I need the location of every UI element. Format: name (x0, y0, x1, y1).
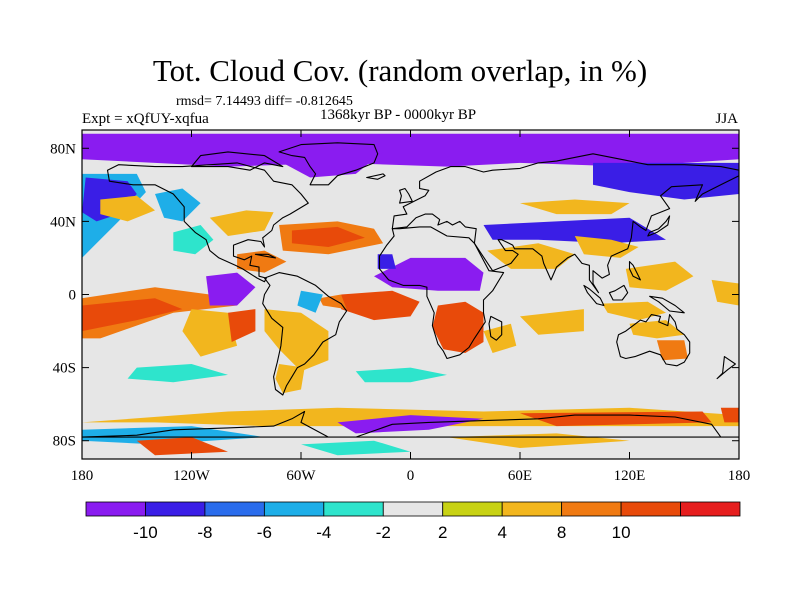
colorbar-swatch (323, 501, 384, 517)
coastline (488, 315, 503, 341)
coastline (399, 187, 413, 204)
field-patch (206, 272, 256, 306)
field-patch (182, 309, 238, 357)
colorbar-label: -4 (316, 523, 331, 542)
map-axes: 80N 40N 0 40S 80S 180 120W 60W 0 60E 120E 180 (50, 130, 750, 484)
field-patch (720, 407, 739, 423)
rmsd-diff-stats: rmsd= 7.14493 diff= -0.812645 (176, 94, 353, 109)
season-label: JJA (715, 111, 738, 127)
field-patch (282, 137, 384, 178)
lon-label: 60E (508, 468, 532, 484)
coastline (647, 215, 671, 237)
colorbar-swatch (561, 501, 622, 517)
field-patch (173, 225, 214, 255)
coastline (391, 153, 739, 294)
field-patch (711, 279, 739, 306)
field-patch (127, 364, 228, 383)
coastline (190, 151, 284, 171)
colorbar-label: -10 (133, 523, 158, 542)
lon-label: 180 (728, 468, 751, 484)
field-patch (319, 294, 347, 310)
lon-label: 60W (286, 468, 316, 484)
coastlines (82, 142, 739, 438)
field-patch (629, 320, 685, 339)
field-patch (100, 195, 155, 222)
field-patch (209, 210, 274, 236)
lat-label: 40S (53, 361, 76, 377)
colorbar-swatch (145, 501, 206, 517)
field-patch (487, 243, 575, 269)
colorbar-swatch (204, 501, 265, 517)
coastline (106, 162, 309, 283)
coastline (82, 410, 739, 438)
coastline (649, 295, 685, 314)
field-patch (291, 226, 365, 247)
colorbar-label: 2 (438, 523, 447, 542)
field-patch (228, 309, 256, 342)
colorbar-swatch (263, 501, 325, 517)
field-patch (301, 440, 411, 456)
field-patch (574, 236, 639, 258)
field-patch (136, 437, 228, 456)
coastline (366, 173, 386, 180)
coastline (608, 284, 629, 301)
coastline (262, 272, 348, 396)
lon-label: 0 (407, 468, 415, 484)
field-patch (341, 290, 420, 321)
field-patch (483, 323, 517, 353)
colorbar-swatch (382, 501, 444, 517)
time-period-label: 1368kyr BP - 0000kyr BP (320, 107, 477, 123)
colorbar-label: 10 (612, 523, 631, 542)
colorbar-swatch (85, 501, 146, 517)
field-patch (355, 367, 447, 383)
colorbar-swatch (442, 501, 503, 517)
lat-label: 80S (53, 434, 76, 450)
field-patch (82, 298, 183, 332)
field-patch (593, 162, 739, 200)
field-patch (432, 301, 484, 353)
field-patch (237, 250, 287, 273)
coastline (716, 356, 736, 380)
lat-label: 80N (50, 141, 76, 157)
field-patch (297, 290, 323, 313)
field-patch (656, 340, 688, 361)
lon-label: 120W (173, 468, 211, 484)
colorbar-swatch (680, 501, 741, 517)
field-patch (520, 411, 712, 427)
coastline (583, 284, 605, 307)
field-patch (82, 133, 739, 167)
field-patch (374, 257, 484, 291)
colorbar-swatch (501, 501, 563, 517)
field-patch (82, 426, 265, 445)
difference-field (82, 133, 739, 456)
field-patch (155, 188, 201, 222)
lat-label: 0 (69, 288, 77, 304)
field-patch (625, 261, 694, 291)
map-title: Tot. Cloud Cov. (random overlap, in %) (152, 53, 648, 88)
colorbar-label: 8 (557, 523, 566, 542)
lon-label: 120E (614, 468, 646, 484)
coastline (278, 142, 379, 186)
colorbar-label: -8 (197, 523, 212, 542)
coastline (378, 226, 505, 360)
field-patch (377, 254, 396, 269)
colorbar: -10 -8 -6 -4 -2 2 4 8 10 (85, 501, 741, 542)
colorbar-label: -6 (257, 523, 272, 542)
coastline (628, 261, 641, 281)
experiment-label: Expt = xQfUY-xqfua (82, 111, 209, 127)
field-patch (483, 217, 666, 244)
field-patch (337, 415, 484, 434)
coastline (616, 314, 691, 367)
colorbar-label: -2 (376, 523, 391, 542)
colorbar-swatch (620, 501, 681, 517)
lon-label: 180 (71, 468, 94, 484)
coastline (254, 253, 277, 259)
field-patch (520, 309, 584, 335)
field-patch (275, 364, 305, 394)
lat-label: 40N (50, 214, 76, 230)
field-patch (520, 199, 630, 215)
colorbar-label: 4 (497, 523, 506, 542)
